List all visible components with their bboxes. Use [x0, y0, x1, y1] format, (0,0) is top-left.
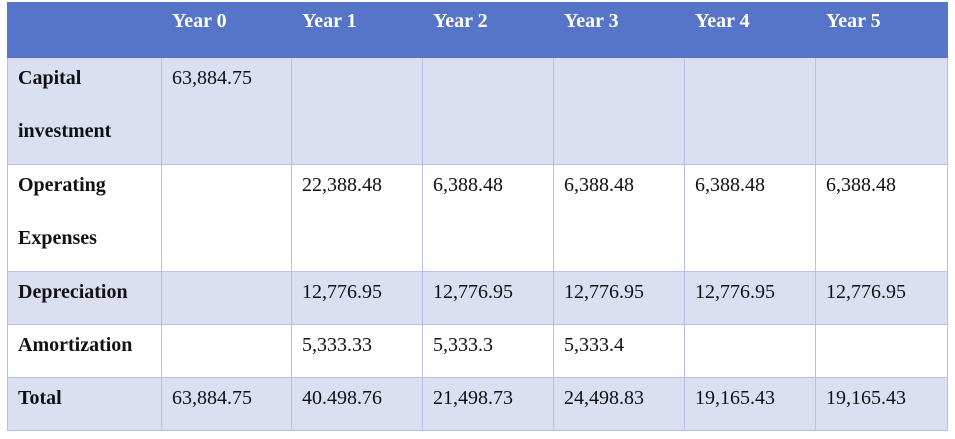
- table-cell: 21,498.73: [422, 377, 554, 431]
- row-label-line: Expenses: [18, 227, 97, 249]
- header-cell-empty: [7, 2, 162, 58]
- header-cell-year-2: Year 2: [422, 2, 554, 58]
- table-cell: 12,776.95: [553, 271, 685, 325]
- table-cell: 63,884.75: [161, 57, 292, 165]
- table-cell: 63,884.75: [161, 377, 292, 431]
- table-row: Amortization 5,333.33 5,333.3 5,333.4: [7, 324, 948, 378]
- row-label-amortization: Amortization: [7, 324, 162, 378]
- header-cell-year-5: Year 5: [815, 2, 948, 58]
- table-row: Depreciation 12,776.95 12,776.95 12,776.…: [7, 271, 948, 325]
- table-cell: [684, 324, 816, 378]
- row-label-line: investment: [18, 120, 112, 142]
- table-cell: 6,388.48: [422, 164, 554, 272]
- header-cell-year-3: Year 3: [553, 2, 685, 58]
- row-label-line: Operating: [18, 174, 106, 196]
- table-cell: 12,776.95: [684, 271, 816, 325]
- row-label-capital-investment: Capital investment: [7, 57, 162, 165]
- table-cell: 12,776.95: [815, 271, 948, 325]
- table-cell: 12,776.95: [291, 271, 423, 325]
- table-cell: 19,165.43: [815, 377, 948, 431]
- header-row: Year 0 Year 1 Year 2 Year 3 Year 4 Year …: [7, 2, 948, 58]
- table-cell: 6,388.48: [553, 164, 685, 272]
- row-label-line: Total: [18, 387, 62, 409]
- header-cell-year-4: Year 4: [684, 2, 816, 58]
- row-label-line: Depreciation: [18, 281, 128, 303]
- header-cell-year-1: Year 1: [291, 2, 423, 58]
- table-cell: 22,388.48: [291, 164, 423, 272]
- table-cell: 5,333.3: [422, 324, 554, 378]
- table-cell: 5,333.33: [291, 324, 423, 378]
- table-cell: [684, 57, 816, 165]
- table-cell: [291, 57, 423, 165]
- table-cell: 12,776.95: [422, 271, 554, 325]
- table-row: Total 63,884.75 40.498.76 21,498.73 24,4…: [7, 377, 948, 431]
- table-cell: [161, 164, 292, 272]
- table-cell: 40.498.76: [291, 377, 423, 431]
- table-cell: [422, 57, 554, 165]
- table-cell: 6,388.48: [815, 164, 948, 272]
- table-cell: [815, 324, 948, 378]
- table-cell: [161, 271, 292, 325]
- table-cell: [161, 324, 292, 378]
- row-label-line: Capital: [18, 67, 82, 89]
- table-cell: 6,388.48: [684, 164, 816, 272]
- table-row: Operating Expenses 22,388.48 6,388.48 6,…: [7, 164, 948, 272]
- table-cell: [553, 57, 685, 165]
- row-label-line: Amortization: [18, 334, 133, 356]
- cost-table: Year 0 Year 1 Year 2 Year 3 Year 4 Year …: [7, 2, 948, 431]
- table-cell: 24,498.83: [553, 377, 685, 431]
- row-label-operating-expenses: Operating Expenses: [7, 164, 162, 272]
- table-cell: [815, 57, 948, 165]
- table-cell: 5,333.4: [553, 324, 685, 378]
- row-label-total: Total: [7, 377, 162, 431]
- header-cell-year-0: Year 0: [161, 2, 292, 58]
- table-cell: 19,165.43: [684, 377, 816, 431]
- table-row: Capital investment 63,884.75: [7, 57, 948, 165]
- row-label-depreciation: Depreciation: [7, 271, 162, 325]
